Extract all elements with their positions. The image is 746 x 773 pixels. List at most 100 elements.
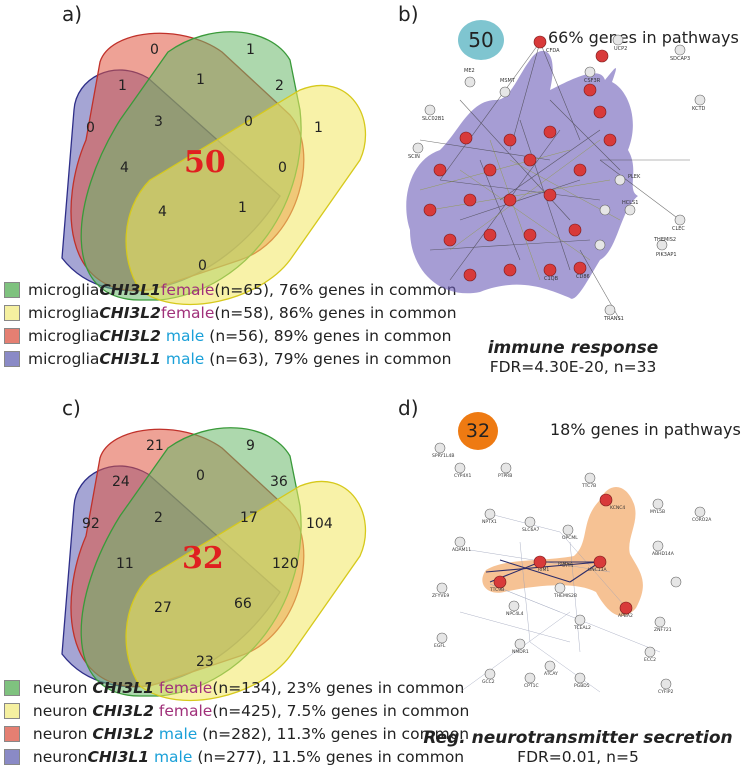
node-gray xyxy=(584,66,596,78)
venn-a-center: 50 xyxy=(184,145,226,180)
legend-swatch xyxy=(4,748,20,765)
panel-a-letter: a) xyxy=(62,2,83,26)
node-red xyxy=(483,228,497,242)
network-b-title-text: immune response xyxy=(487,338,659,358)
venn-a-green-only: 1 xyxy=(246,42,255,58)
node-red xyxy=(593,105,607,119)
node-label: CYFIP2 xyxy=(658,690,674,695)
node-red xyxy=(543,188,557,202)
node-label: ATCAY xyxy=(544,672,558,677)
venn-a-blue-red: 1 xyxy=(118,78,127,94)
network-d-subtitle: FDR=0.01, n=5 xyxy=(517,748,639,766)
node-gray xyxy=(644,646,656,658)
node-label: TTC9B xyxy=(490,588,505,593)
node-red xyxy=(503,133,517,147)
node-gray xyxy=(484,508,496,520)
node-gray xyxy=(464,76,476,88)
legend-swatch xyxy=(4,350,20,367)
node-red xyxy=(593,555,607,569)
badge-d-number: 32 xyxy=(465,420,491,442)
legend-swatch xyxy=(4,304,20,321)
node-red xyxy=(573,261,587,275)
legend-sex: female xyxy=(153,678,213,697)
node-label: SDCAP3 xyxy=(670,56,691,62)
node-label: C1QB xyxy=(544,276,559,282)
legend-a: microglia CHI3L1 female (n=65), 76% gene… xyxy=(4,278,457,370)
node-label: RIM1 xyxy=(538,568,550,573)
node-label: UNC13A xyxy=(588,568,607,573)
venn-c-center: 32 xyxy=(182,541,224,576)
legend-item: microglia CHI3L2 female (n=58), 86% gene… xyxy=(4,301,457,324)
node-red xyxy=(493,575,507,589)
venn-c-blue-red: 24 xyxy=(112,474,130,490)
venn-c-blue-green: 11 xyxy=(116,556,134,572)
legend-prefix: microglia xyxy=(28,280,100,299)
node-red xyxy=(603,133,617,147)
node-gray xyxy=(694,94,706,106)
node-label: CFDA xyxy=(546,48,560,54)
node-gray xyxy=(544,660,556,672)
node-red xyxy=(533,35,547,49)
legend-gene: CHI3L1 xyxy=(87,747,150,766)
legend-suffix: (n=134), 23% genes in common xyxy=(212,678,465,697)
panel-b-letter: b) xyxy=(398,2,419,26)
legend-gene: CHI3L2 xyxy=(99,303,161,322)
node-label: SCIN xyxy=(408,154,420,160)
network-b: 50 66% genes in pathways xyxy=(400,20,746,340)
legend-item: microglia CHI3L1 female (n=65), 76% gene… xyxy=(4,278,457,301)
legend-swatch xyxy=(4,725,20,742)
node-gray xyxy=(424,104,436,116)
node-label: PLEK xyxy=(628,174,641,180)
node-gray xyxy=(436,582,448,594)
legend-gene: CHI3L1 xyxy=(92,678,154,697)
node-label: ECC2 xyxy=(644,658,656,663)
pathway-text-d: 18% genes in pathways xyxy=(550,420,741,439)
node-label: PTPRB xyxy=(498,474,513,479)
legend-prefix: neuron xyxy=(28,724,93,743)
venn-a-red-only: 0 xyxy=(150,42,159,58)
node-gray xyxy=(660,678,672,690)
network-b-cluster xyxy=(406,50,638,299)
node-label: SLC6A7 xyxy=(522,528,540,533)
legend-item: neuron CHI3L1 male (n=277), 11.5% genes … xyxy=(4,745,469,768)
venn-c-blue-red-yellow: 66 xyxy=(234,596,252,612)
network-b-graph xyxy=(406,34,706,321)
node-gray xyxy=(499,86,511,98)
node-label: KCNC4 xyxy=(610,506,626,511)
node-label: SLC02B1 xyxy=(422,116,445,122)
node-label: TRANS1 xyxy=(604,316,624,322)
node-label: GCC2 xyxy=(482,680,495,685)
badge-d: 32 xyxy=(458,412,498,450)
venn-a-yellow-only: 1 xyxy=(314,120,323,136)
node-gray xyxy=(612,34,624,46)
legend-suffix: (n=425), 7.5% genes in common xyxy=(212,701,470,720)
legend-gene: CHI3L2 xyxy=(99,326,161,345)
node-label: HCLS1 xyxy=(622,200,639,206)
node-label: ME2 xyxy=(464,68,475,74)
network-b-subtitle: FDR=4.30E-20, n=33 xyxy=(489,358,657,376)
legend-sex: male xyxy=(153,724,198,743)
node-label: ADAM11 xyxy=(452,548,472,553)
node-label: KCTD xyxy=(692,106,706,112)
node-red xyxy=(599,493,613,507)
node-red xyxy=(503,263,517,277)
venn-c-green-only: 9 xyxy=(246,438,255,454)
node-gray xyxy=(500,462,512,474)
node-red xyxy=(443,233,457,247)
network-b-title: immune response FDR=4.30E-20, n=33 xyxy=(400,338,746,376)
node-red xyxy=(595,49,609,63)
node-gray xyxy=(624,204,636,216)
network-d: 32 18% genes in pathways xyxy=(430,412,746,702)
node-label: THEMIS2 xyxy=(654,237,677,243)
legend-item: neuron CHI3L2 female (n=425), 7.5% genes… xyxy=(4,699,469,722)
node-gray xyxy=(436,632,448,644)
venn-a-blue-red-green: 3 xyxy=(154,114,163,130)
legend-gene: CHI3L1 xyxy=(99,280,161,299)
legend-swatch xyxy=(4,327,20,344)
node-gray xyxy=(694,506,706,518)
node-gray xyxy=(599,204,611,216)
node-label: CLEC xyxy=(672,226,685,232)
node-gray xyxy=(508,600,520,612)
node-gray xyxy=(524,516,536,528)
node-label: ZFYVE9 xyxy=(432,594,450,599)
